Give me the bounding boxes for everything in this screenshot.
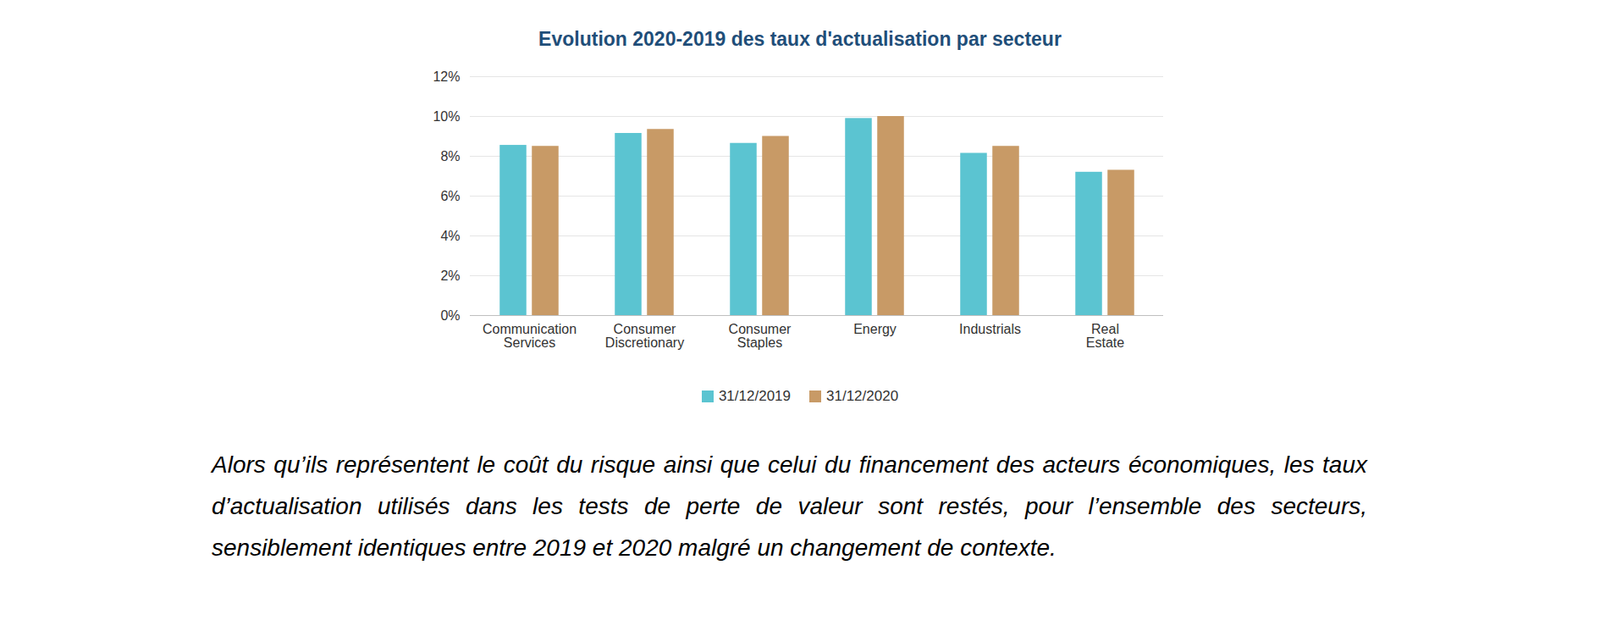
svg-text:CommunicationServices: CommunicationServices bbox=[482, 321, 577, 350]
html-text:31/12/2019: 31/12/2019 bbox=[718, 387, 791, 404]
svg-text:ConsumerDiscretionary: ConsumerDiscretionary bbox=[605, 321, 685, 350]
svg-text:4%: 4% bbox=[440, 228, 460, 243]
svg-text:8%: 8% bbox=[440, 148, 460, 164]
svg-text:6%: 6% bbox=[440, 188, 460, 204]
html-text:Alors qu’ils représentent le c: Alors qu’ils représentent le coût du ris… bbox=[211, 451, 1368, 561]
svg-text:RealEstate: RealEstate bbox=[1086, 321, 1125, 350]
svg-text:10%: 10% bbox=[432, 109, 460, 124]
svg-text:Energy: Energy bbox=[853, 321, 897, 337]
svg-text:12%: 12% bbox=[432, 69, 460, 84]
svg-text:Industrials: Industrials bbox=[959, 321, 1021, 337]
html-text:31/12/2020: 31/12/2020 bbox=[826, 387, 899, 404]
svg-text:0%: 0% bbox=[440, 308, 460, 323]
svg-text:ConsumerStaples: ConsumerStaples bbox=[728, 321, 792, 350]
svg-text:2%: 2% bbox=[440, 268, 460, 283]
html-text:Evolution 2020-2019 des taux d: Evolution 2020-2019 des taux d'actualisa… bbox=[538, 27, 1062, 50]
